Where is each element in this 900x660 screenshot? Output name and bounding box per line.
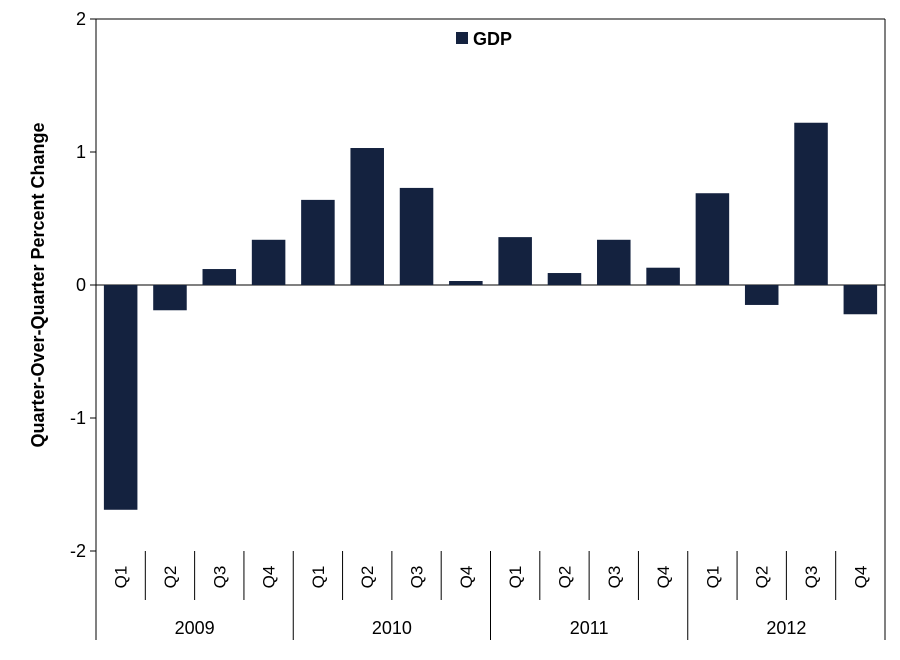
y-tick-label: -1: [70, 408, 86, 428]
x-tick-label: Q3: [605, 566, 624, 589]
bar: [695, 193, 730, 285]
axes-layer: [90, 18, 886, 640]
x-tick-label: Q4: [654, 566, 673, 589]
bar: [251, 239, 286, 285]
bar: [547, 273, 582, 285]
bar: [498, 237, 532, 285]
legend-label-gdp: GDP: [473, 29, 512, 49]
x-tick-label: Q4: [260, 566, 279, 589]
bar: [301, 199, 335, 285]
x-tick-label: Q1: [506, 566, 525, 589]
bar: [153, 285, 187, 311]
x-tick-label: Q3: [210, 566, 229, 589]
y-tick-label: 1: [76, 142, 86, 162]
y-tick-label: -2: [70, 541, 86, 561]
bar: [744, 285, 779, 305]
x-tick-label: Q3: [802, 566, 821, 589]
x-tick-label: Q2: [555, 566, 574, 589]
legend-swatch-gdp: [456, 32, 468, 44]
x-tick-label: Q1: [703, 566, 722, 589]
bar: [202, 269, 237, 285]
bar: [843, 285, 878, 315]
bar: [103, 285, 138, 510]
y-tick-label: 0: [76, 275, 86, 295]
x-tick-label: Q2: [161, 566, 180, 589]
x-tick-label: Q2: [753, 566, 772, 589]
bar: [399, 187, 434, 285]
x-tick-label: Q2: [358, 566, 377, 589]
legend: GDP: [456, 29, 512, 49]
bar: [350, 148, 384, 285]
bars-layer: [103, 122, 878, 510]
y-tick-label: 2: [76, 9, 86, 29]
x-tick-label: Q1: [309, 566, 328, 589]
y-axis-title: Quarter-Over-Quarter Percent Change: [28, 122, 48, 447]
labels-layer: -2 -1 0 1 2 Q1 Q2 Q3 Q4 Q1 Q2 Q3 Q4 Q1 Q2 Q3 Q4 Q1 Q2 Q3 Q4 2…: [70, 9, 870, 638]
year-label: 2009: [175, 618, 215, 638]
year-label: 2012: [766, 618, 806, 638]
bar: [597, 239, 631, 285]
bar: [449, 281, 483, 285]
x-tick-label: Q3: [408, 566, 427, 589]
x-tick-label: Q4: [851, 566, 870, 589]
bar: [646, 267, 680, 285]
year-label: 2010: [372, 618, 412, 638]
bar: [794, 122, 828, 286]
x-tick-label: Q4: [457, 566, 476, 589]
year-label: 2011: [570, 618, 609, 638]
x-tick-label: Q1: [112, 566, 131, 589]
